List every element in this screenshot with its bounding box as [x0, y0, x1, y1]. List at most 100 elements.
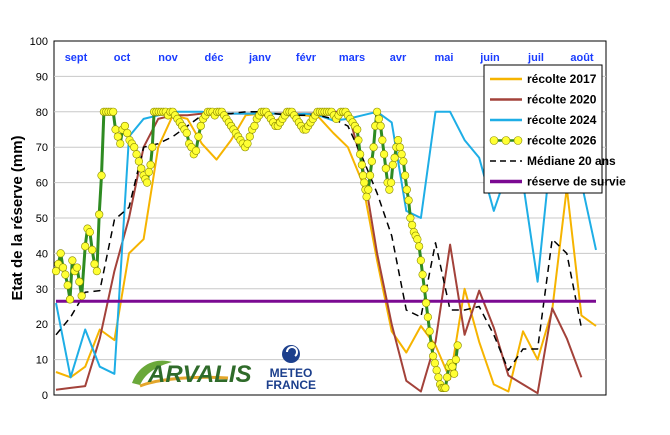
series-marker	[397, 150, 406, 159]
series-marker	[448, 362, 457, 371]
series-marker	[416, 256, 425, 265]
series-marker	[56, 249, 65, 258]
month-label: mars	[339, 52, 365, 64]
series-marker	[434, 373, 443, 382]
series-marker	[378, 136, 387, 145]
series-marker	[358, 171, 368, 180]
legend-items: récolte 2017 récolte 2020 récolte 2024 réco…	[489, 72, 626, 189]
month-label: oct	[114, 52, 131, 64]
series-marker	[146, 160, 155, 169]
month-label: nov	[158, 52, 178, 64]
legend-marker	[513, 136, 523, 145]
y-tick-label: 60	[36, 178, 48, 190]
y-tick-label: 30	[36, 284, 48, 296]
series-marker	[63, 281, 72, 290]
arvalis-leaf-icon	[132, 360, 172, 385]
series-marker	[92, 267, 101, 276]
series-marker	[144, 167, 153, 177]
series-marker	[196, 121, 205, 131]
month-label: sept	[65, 52, 88, 64]
series-marker	[432, 366, 441, 375]
series-marker	[130, 143, 139, 152]
month-label: févr	[296, 52, 317, 64]
series-marker	[109, 107, 118, 116]
series-marker	[372, 107, 382, 116]
legend-box	[483, 64, 603, 194]
y-tick-label: 100	[30, 36, 48, 48]
series-marker	[356, 150, 365, 159]
series-marker	[422, 298, 431, 308]
series-marker	[116, 139, 125, 148]
series-marker	[194, 132, 203, 141]
series-marker	[393, 136, 403, 145]
series-marker	[142, 178, 152, 187]
y-tick-labels: 0 10 20 30 40 50 60 70 80 90 100	[30, 36, 48, 402]
series-marker	[441, 383, 450, 393]
month-label: août	[570, 52, 594, 64]
series-marker	[369, 143, 378, 152]
series-marker	[357, 160, 367, 169]
series-marker	[418, 270, 427, 279]
arvalis-swoosh-icon	[139, 375, 229, 388]
series-marker	[77, 291, 86, 300]
series-marker	[401, 171, 410, 180]
series-marker	[376, 121, 385, 131]
arvalis-wordmark: ARVALIS	[147, 361, 252, 388]
series-marker	[360, 178, 369, 187]
series-marker	[413, 235, 422, 244]
series-marker	[443, 373, 452, 382]
series-marker	[58, 263, 68, 272]
series-marker	[390, 153, 399, 162]
y-tick-label: 0	[42, 390, 48, 402]
series-marker	[430, 359, 439, 368]
series-marker	[245, 132, 254, 141]
legend-label: récolte 2020	[527, 93, 597, 107]
series-marker	[97, 171, 106, 180]
series-marker	[51, 267, 61, 276]
month-labels: sept oct nov déc janv févr mars avr mai juin juil a…	[65, 52, 594, 64]
legend: récolte 2017 récolte 2020 récolte 2024 réco…	[483, 64, 626, 194]
y-tick-label: 40	[36, 248, 48, 260]
legend-label: récolte 2024	[527, 113, 597, 127]
series-marker	[402, 185, 411, 194]
month-label: mai	[435, 52, 454, 64]
series-marker	[65, 295, 75, 304]
series-marker	[111, 125, 120, 134]
series-marker	[420, 284, 429, 293]
series-marker	[362, 192, 371, 201]
y-tick-label: 20	[36, 319, 48, 331]
series-marker	[381, 164, 390, 173]
series-marker	[395, 143, 404, 152]
series-marker	[134, 157, 143, 166]
month-label: juil	[527, 52, 544, 64]
series-line	[55, 112, 597, 393]
series-marker	[364, 185, 373, 194]
arvalis-logo: ARVALIS	[132, 360, 252, 388]
series-marker	[61, 270, 70, 279]
series-marker	[68, 256, 77, 265]
series-marker	[385, 185, 394, 194]
series-marker	[243, 139, 252, 148]
series-marker	[408, 220, 417, 230]
y-tick-label: 50	[36, 213, 48, 225]
series-marker	[427, 341, 436, 350]
series-marker	[95, 210, 104, 219]
legend-label: récolte 2026	[527, 134, 597, 148]
series-marker	[425, 327, 434, 336]
series-marker	[388, 160, 397, 169]
series-marker	[386, 178, 396, 187]
legend-label: réserve de survie	[527, 175, 626, 189]
series-marker	[374, 114, 383, 123]
series-marker	[113, 132, 122, 141]
series-marker	[404, 196, 413, 205]
y-tick-label: 80	[36, 107, 48, 119]
month-label: déc	[205, 52, 224, 64]
series-marker	[353, 125, 362, 134]
legend-marker	[489, 136, 499, 145]
series-marker	[90, 259, 99, 269]
series-marker	[453, 341, 462, 350]
meteo-france-line1: METEO	[270, 366, 313, 380]
y-axis-label: Etat de la réserve (mm)	[9, 135, 26, 300]
meteo-france-line2: FRANCE	[266, 378, 316, 392]
